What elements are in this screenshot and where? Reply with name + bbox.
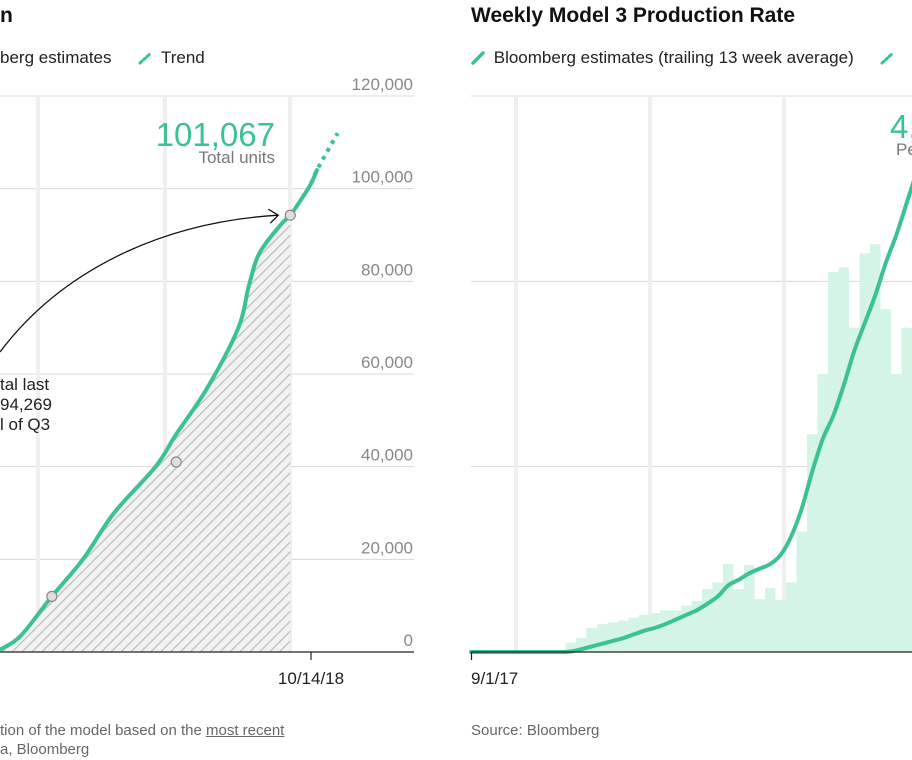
weekly-bar: [691, 601, 702, 652]
annotation-arrow: [0, 214, 279, 353]
left-x-axis: [0, 651, 414, 660]
right-legend-trend-swatch: [880, 50, 895, 65]
left-footer-line1: tion of the model based on the most rece…: [0, 722, 284, 739]
y-tick-label: 80,000: [361, 260, 413, 279]
weekly-bar: [733, 588, 744, 652]
weekly-bar: [576, 638, 587, 652]
right-legend-estimates-label: Bloomberg estimates (trailing 13 week av…: [493, 48, 854, 67]
weekly-bar: [702, 588, 713, 652]
weekly-bar: [607, 622, 618, 652]
weekly-bar: [670, 610, 681, 652]
estimates-line: [0, 168, 319, 652]
weekly-bar: [786, 582, 797, 652]
dotted-line-icon: [138, 51, 153, 65]
most-recent-link[interactable]: most recent: [205, 722, 285, 739]
weekly-bar: [565, 642, 576, 652]
left-footer-prefix: tion of the model based on the: [0, 722, 206, 739]
data-marker: [170, 456, 182, 468]
legend-solid-swatch: [471, 50, 485, 65]
left-markers: [46, 209, 296, 603]
annotation-arrowhead: [267, 208, 280, 224]
trend-line: [309, 132, 340, 185]
data-marker: [284, 209, 296, 221]
weekly-bar: [744, 564, 755, 652]
data-marker: [46, 590, 58, 603]
x-tick-label: 9/1/17: [471, 669, 518, 688]
weekly-bar: [712, 582, 723, 652]
cumulative-area: [0, 215, 291, 652]
weekly-bar: [639, 614, 650, 652]
weekly-bar: [775, 600, 786, 652]
weekly-bar: [870, 244, 881, 652]
legend-estimates-label: berg estimates: [0, 48, 112, 67]
right-headline-value: 4,: [890, 108, 912, 145]
right-legend: Bloomberg estimates (trailing 13 week av…: [471, 48, 895, 68]
solid-line-icon: [471, 51, 485, 65]
weekly-bar: [660, 610, 671, 652]
weekly-bar: [859, 253, 870, 653]
dotted-line-icon: [880, 51, 895, 65]
y-tick-label: 100,000: [352, 168, 413, 187]
weekly-bar: [838, 267, 849, 652]
y-tick-label: 0: [404, 631, 413, 650]
weekly-bar: [807, 434, 818, 652]
weekly-bar: [754, 599, 765, 652]
right-chart-title: Weekly Model 3 Production Rate: [471, 4, 796, 27]
right-footer: Source: Bloomberg: [471, 722, 600, 739]
left-footer-line2: a, Bloomberg: [0, 741, 90, 758]
left-x-tick-labels: 10/14/18: [278, 669, 344, 688]
weekly-bar: [891, 374, 902, 652]
right-x-tick-labels: 9/1/17: [471, 669, 518, 688]
weekly-bar: [796, 531, 807, 652]
right-x-axis: [470, 651, 912, 660]
weekly-bars: [565, 244, 912, 653]
left-chart-title: n: [0, 4, 13, 27]
weekly-bar: [765, 588, 776, 652]
legend-trend-swatch: [138, 50, 153, 65]
headline-value: 101,067: [156, 116, 275, 153]
y-tick-label: 40,000: [361, 446, 413, 465]
left-legend: berg estimates Trend: [0, 48, 205, 68]
annotation-note: tal last 94,269 l of Q3: [0, 375, 52, 434]
weekly-bar: [849, 327, 860, 652]
weekly-bar: [597, 624, 608, 652]
note-line-1: tal last: [0, 375, 49, 394]
weekly-bar: [880, 309, 891, 652]
weekly-bar: [681, 605, 692, 652]
y-tick-label: 60,000: [361, 353, 413, 372]
headline-subtitle: Total units: [198, 148, 275, 167]
weekly-bar: [586, 627, 597, 652]
x-tick-label: 10/14/18: [278, 669, 344, 688]
weekly-bar: [828, 272, 839, 652]
left-y-tick-labels: 0 20,000 40,000 60,000 80,000 100,000 120,000: [352, 75, 413, 650]
weekly-bar: [901, 327, 912, 652]
y-tick-label: 120,000: [352, 75, 413, 94]
note-line-2: 94,269: [0, 395, 52, 414]
note-line-3: l of Q3: [0, 415, 50, 434]
weekly-bar: [649, 613, 660, 652]
right-headline-subtitle: Pe: [896, 140, 912, 159]
y-tick-label: 20,000: [361, 538, 413, 557]
weekly-bar: [723, 563, 734, 652]
legend-trend-label: Trend: [160, 48, 205, 67]
weekly-bar: [817, 374, 828, 652]
